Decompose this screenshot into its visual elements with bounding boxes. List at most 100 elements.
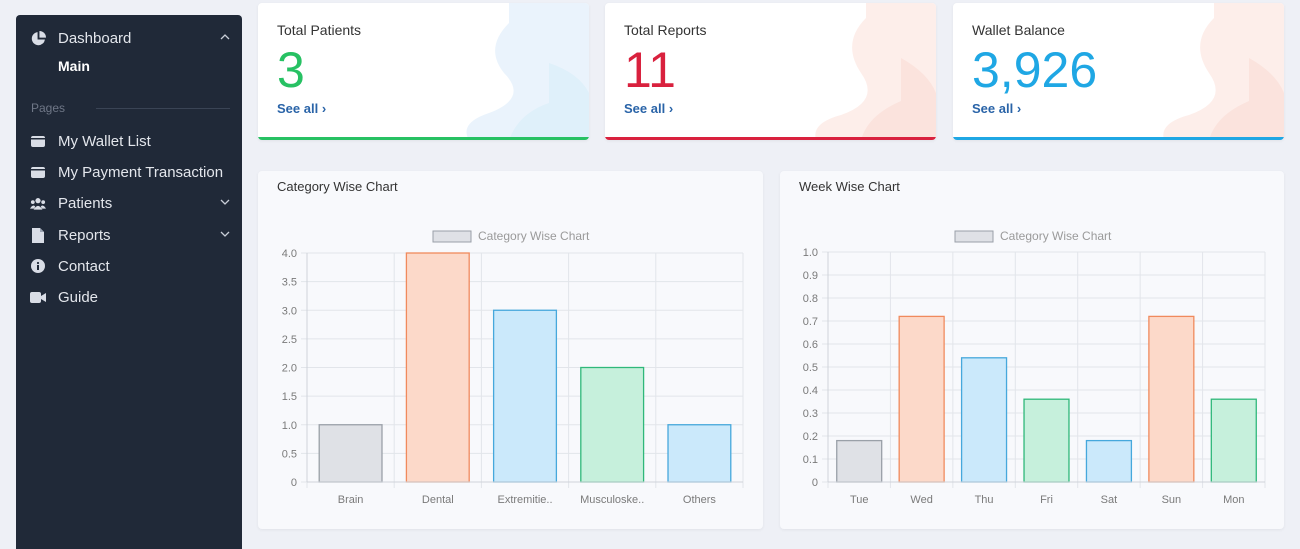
stat-card-total-reports: Total Reports 11 See all › (605, 3, 936, 140)
sidebar-item-label: Guide (58, 288, 99, 306)
panel-title: Category Wise Chart (277, 179, 398, 194)
chart-legend[interactable]: Category Wise Chart (432, 229, 590, 243)
stat-title: Wallet Balance (972, 22, 1065, 38)
stat-value: 11 (624, 42, 676, 98)
x-tick-label: Sat (1101, 494, 1118, 506)
x-tick-label: Fri (1040, 494, 1053, 506)
stat-card-wallet-balance: Wallet Balance 3,926 See all › (953, 3, 1284, 140)
sidebar-subitem-main[interactable]: Main (58, 58, 90, 74)
section-divider (96, 108, 230, 109)
x-tick-label: Musculoske.. (580, 494, 644, 506)
x-tick-label: Extremitie.. (497, 494, 552, 506)
y-tick-label: 1.0 (803, 247, 818, 259)
wallet-icon (30, 133, 46, 149)
bar-dental[interactable] (405, 252, 470, 483)
y-tick-label: 0 (812, 477, 818, 489)
see-all-link[interactable]: See all › (972, 101, 1022, 116)
see-all-link[interactable]: See all › (277, 101, 327, 116)
pie-chart-icon (30, 30, 46, 46)
bar-extremitie[interactable] (492, 309, 558, 483)
chevron-right-icon: › (668, 101, 674, 116)
y-tick-label: 3.5 (282, 277, 297, 289)
week-chart-panel: Week Wise Chart Category Wise Chart 0 0.1 0… (780, 171, 1284, 529)
category-wise-chart: Category Wise Chart 0 0.5 1.0 1.5 2.0 2.5 3.0 3.… (282, 229, 744, 506)
sidebar-item-dashboard[interactable]: Dashboard (16, 25, 242, 51)
stat-card-total-patients: Total Patients 3 See all › (258, 3, 589, 140)
y-tick-label: 3.0 (282, 305, 297, 317)
sidebar-item-my-wallet-list[interactable]: My Wallet List (16, 128, 242, 154)
chevron-up-icon[interactable] (220, 32, 230, 42)
sidebar-item-label: Reports (58, 226, 111, 244)
x-tick-label: Wed (910, 494, 932, 506)
sidebar-item-label: Patients (58, 194, 113, 212)
bar-thu[interactable] (960, 357, 1008, 483)
sidebar-item-label: My Wallet List (58, 132, 151, 150)
wallet-icon (30, 164, 46, 180)
chevron-down-icon[interactable] (220, 229, 230, 239)
x-tick-label: Brain (338, 494, 364, 506)
decorative-blob (466, 3, 589, 140)
bar-mon[interactable] (1210, 398, 1257, 483)
x-tick-label: Others (683, 494, 717, 506)
file-icon (30, 227, 46, 243)
sidebar-item-contact[interactable]: Contact (16, 253, 242, 279)
week-wise-chart: Category Wise Chart 0 0.1 0.2 0.3 0.4 0.5 0.6 0.… (803, 229, 1266, 506)
y-tick-label: 0.4 (803, 385, 818, 397)
decorative-blob (815, 3, 936, 140)
sidebar: Dashboard Main Pages My Wallet List My P… (16, 15, 242, 549)
category-chart-panel: Category Wise Chart Category Wise Chart 0… (258, 171, 763, 529)
y-tick-label: 0.3 (803, 408, 818, 420)
sidebar-item-reports[interactable]: Reports (16, 222, 242, 248)
y-tick-label: 0.1 (803, 454, 818, 466)
video-icon (30, 289, 46, 305)
chart-legend[interactable]: Category Wise Chart (954, 229, 1112, 243)
bar-sat[interactable] (1085, 439, 1133, 483)
panel-title: Week Wise Chart (799, 179, 900, 194)
y-tick-label: 0 (291, 477, 297, 489)
bar-sun[interactable] (1148, 315, 1195, 483)
y-tick-label: 4.0 (282, 248, 297, 260)
legend-swatch (954, 230, 994, 243)
y-tick-label: 0.7 (803, 316, 818, 328)
x-tick-label: Mon (1223, 494, 1244, 506)
info-icon (30, 258, 46, 274)
bar-wed[interactable] (898, 315, 945, 483)
y-tick-label: 0.9 (803, 270, 818, 282)
sidebar-item-label: Contact (58, 257, 110, 275)
sidebar-item-patients[interactable]: Patients (16, 190, 242, 216)
legend-label: Category Wise Chart (1000, 229, 1112, 243)
see-all-link[interactable]: See all › (624, 101, 674, 116)
y-tick-label: 0.6 (803, 339, 818, 351)
stat-accent-bar (258, 137, 589, 140)
decorative-blob (1163, 3, 1284, 140)
sidebar-item-guide[interactable]: Guide (16, 284, 242, 310)
stat-value: 3,926 (972, 42, 1098, 98)
y-tick-label: 0.5 (282, 448, 297, 460)
section-label-pages: Pages (31, 101, 66, 115)
y-tick-label: 1.0 (282, 420, 297, 432)
legend-label: Category Wise Chart (478, 229, 590, 243)
y-tick-label: 2.5 (282, 334, 297, 346)
bar-fri[interactable] (1023, 398, 1070, 483)
users-icon (30, 195, 46, 211)
sidebar-item-label: My Payment Transaction (58, 163, 224, 181)
chevron-right-icon: › (1016, 101, 1022, 116)
stat-accent-bar (605, 137, 936, 140)
bar-tue[interactable] (836, 439, 883, 483)
x-tick-label: Dental (422, 494, 454, 506)
stat-title: Total Reports (624, 22, 707, 38)
bar-musculoske[interactable] (580, 366, 645, 483)
legend-swatch (432, 230, 472, 243)
sidebar-item-my-payment-transaction[interactable]: My Payment Transaction (16, 159, 242, 185)
y-tick-label: 0.5 (803, 362, 818, 374)
chevron-down-icon[interactable] (220, 197, 230, 207)
chevron-right-icon: › (321, 101, 327, 116)
y-tick-label: 0.2 (803, 431, 818, 443)
x-tick-label: Tue (850, 494, 869, 506)
bar-others[interactable] (667, 424, 732, 483)
y-tick-label: 1.5 (282, 391, 297, 403)
y-tick-label: 2.0 (282, 363, 297, 375)
x-tick-label: Thu (975, 494, 994, 506)
stat-accent-bar (953, 137, 1284, 140)
bar-brain[interactable] (318, 424, 383, 483)
